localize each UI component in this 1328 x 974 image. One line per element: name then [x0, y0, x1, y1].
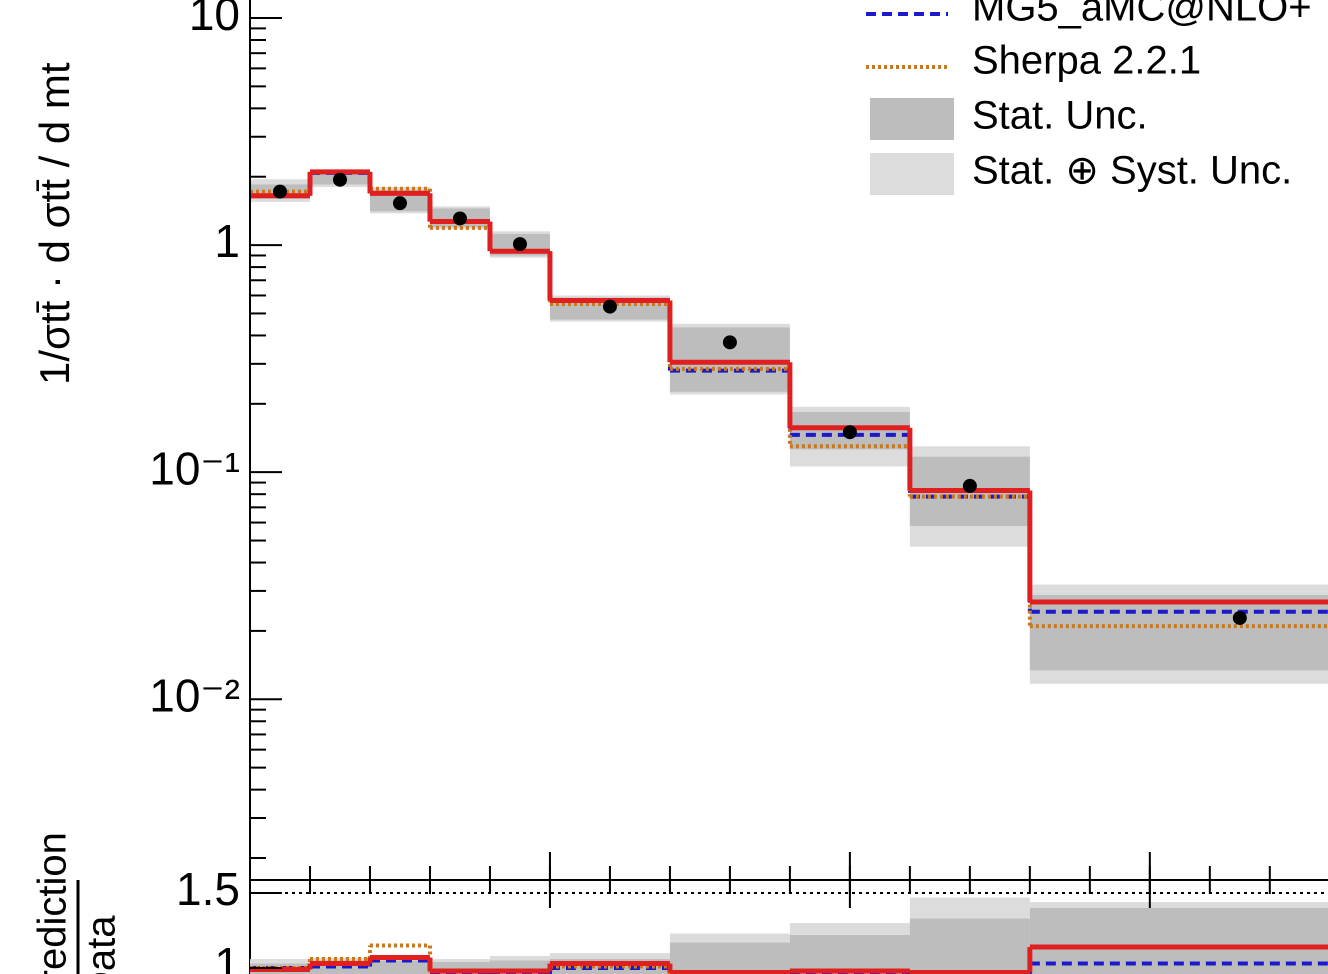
y-tick-label: 10⁻¹ — [149, 442, 240, 494]
y-axis-label: 1/σtt̄ · d σtt̄ / d mt — [31, 62, 78, 385]
y-tick-label: 10 — [189, 0, 240, 40]
data-point — [1232, 610, 1247, 625]
y-tick-label: 1 — [214, 215, 240, 267]
uncertainty-band — [909, 918, 1030, 974]
y-tick-label: 1.5 — [176, 863, 240, 915]
plot-area — [250, 897, 1328, 974]
data-point — [272, 184, 287, 199]
y-tick-label: 1 — [214, 938, 240, 974]
uncertainty-band — [669, 942, 790, 974]
data-point — [332, 172, 347, 187]
data-point — [392, 196, 407, 211]
legend-marker — [870, 153, 954, 195]
y-axis-label: Prediction — [31, 832, 75, 974]
legend-label: Stat. Unc. — [972, 94, 1148, 138]
data-point — [962, 478, 977, 493]
legend-label: Sherpa 2.2.1 — [972, 39, 1201, 83]
plot-area — [250, 169, 1328, 684]
y-axis-label: Data — [80, 915, 124, 974]
data-point — [512, 237, 527, 252]
data-point — [842, 425, 857, 440]
uncertainty-band — [789, 935, 910, 974]
y-tick-label: 10⁻² — [149, 669, 240, 721]
data-point — [602, 299, 617, 314]
data-point — [722, 335, 737, 350]
legend-label: MG5_aMC@NLO+ — [972, 0, 1312, 30]
legend-label: Stat. ⊕ Syst. Unc. — [972, 149, 1292, 193]
uncertainty-band — [1029, 594, 1328, 671]
uncertainty-band — [369, 960, 430, 974]
legend-marker — [870, 98, 954, 140]
uncertainty-band — [429, 962, 490, 974]
data-point — [452, 211, 467, 226]
